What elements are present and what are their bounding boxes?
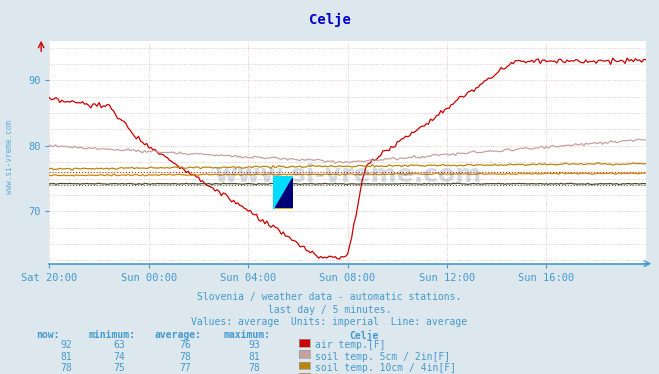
Text: 63: 63 (113, 340, 125, 350)
Text: 76: 76 (179, 340, 191, 350)
Text: 81: 81 (248, 352, 260, 362)
Text: now:: now: (36, 330, 60, 340)
Text: air temp.[F]: air temp.[F] (315, 340, 386, 350)
Text: soil temp. 5cm / 2in[F]: soil temp. 5cm / 2in[F] (315, 352, 450, 362)
Text: average:: average: (155, 330, 202, 340)
Text: 78: 78 (179, 352, 191, 362)
Text: Values: average  Units: imperial  Line: average: Values: average Units: imperial Line: av… (191, 317, 468, 327)
Text: 81: 81 (61, 352, 72, 362)
Text: Celje: Celje (349, 330, 379, 341)
Text: 92: 92 (61, 340, 72, 350)
Text: 78: 78 (61, 363, 72, 373)
Text: 77: 77 (179, 363, 191, 373)
Text: www.si-vreme.com: www.si-vreme.com (214, 163, 481, 187)
Polygon shape (273, 176, 293, 209)
Text: 93: 93 (248, 340, 260, 350)
Text: 74: 74 (113, 352, 125, 362)
Text: www.si-vreme.com: www.si-vreme.com (5, 120, 14, 194)
Text: Slovenia / weather data - automatic stations.: Slovenia / weather data - automatic stat… (197, 292, 462, 303)
Text: minimum:: minimum: (89, 330, 136, 340)
Text: soil temp. 10cm / 4in[F]: soil temp. 10cm / 4in[F] (315, 363, 456, 373)
Text: maximum:: maximum: (224, 330, 271, 340)
Polygon shape (275, 178, 292, 207)
Text: 78: 78 (248, 363, 260, 373)
Polygon shape (273, 176, 293, 209)
Text: Celje: Celje (308, 13, 351, 27)
Text: last day / 5 minutes.: last day / 5 minutes. (268, 305, 391, 315)
Text: 75: 75 (113, 363, 125, 373)
